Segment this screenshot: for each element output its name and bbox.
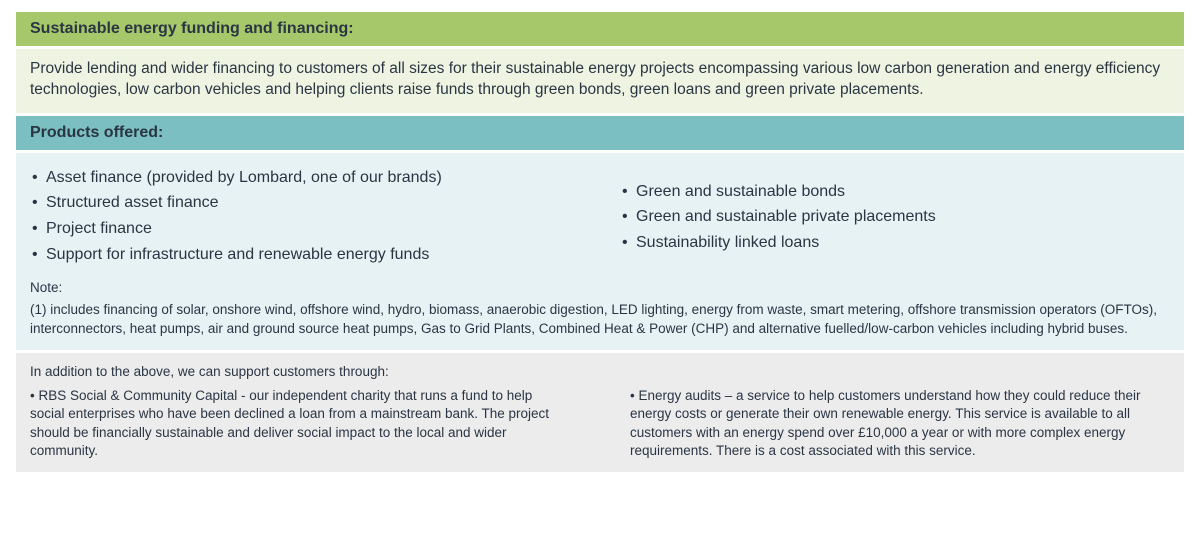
support-col-left: • RBS Social & Community Capital - our i…	[30, 387, 570, 460]
support-section: In addition to the above, we can support…	[16, 353, 1184, 472]
list-item: Structured asset finance	[30, 192, 580, 214]
products-body: Asset finance (provided by Lombard, one …	[16, 153, 1184, 350]
funding-description: Provide lending and wider financing to c…	[16, 49, 1184, 113]
support-intro: In addition to the above, we can support…	[30, 363, 1170, 381]
list-item: Sustainability linked loans	[620, 232, 1170, 254]
note-body: (1) includes financing of solar, onshore…	[30, 301, 1170, 337]
products-list-right: Green and sustainable bonds Green and su…	[620, 181, 1170, 254]
list-item: Asset finance (provided by Lombard, one …	[30, 167, 580, 189]
note-label: Note:	[30, 279, 1170, 297]
products-list-left: Asset finance (provided by Lombard, one …	[30, 167, 580, 265]
list-item: Green and sustainable bonds	[620, 181, 1170, 203]
products-header: Products offered:	[16, 116, 1184, 150]
list-item: Green and sustainable private placements	[620, 206, 1170, 228]
funding-header: Sustainable energy funding and financing…	[16, 12, 1184, 46]
support-col-right: • Energy audits – a service to help cust…	[630, 387, 1170, 460]
list-item: Project finance	[30, 218, 580, 240]
list-item: Support for infrastructure and renewable…	[30, 244, 580, 266]
